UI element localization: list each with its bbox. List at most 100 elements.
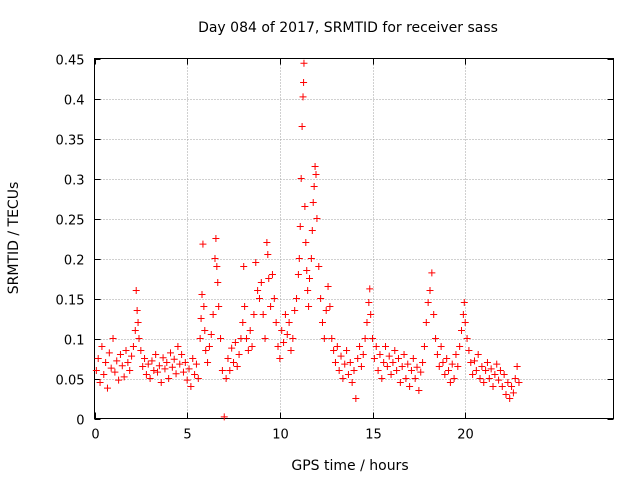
data-point	[185, 365, 193, 373]
data-point	[141, 355, 149, 362]
data-point	[432, 335, 440, 342]
data-point	[122, 347, 130, 354]
data-point	[94, 355, 102, 362]
data-point	[463, 335, 471, 342]
data-point	[248, 343, 256, 350]
data-point	[268, 271, 276, 278]
data-point	[181, 359, 189, 366]
data-point	[226, 367, 234, 374]
data-point	[370, 355, 378, 362]
data-point	[212, 235, 220, 242]
data-point	[326, 303, 334, 310]
data-point	[352, 395, 360, 402]
data-point	[498, 383, 506, 390]
data-point	[417, 368, 425, 376]
data-point	[287, 347, 295, 354]
data-point	[281, 311, 289, 318]
data-point	[154, 368, 162, 376]
data-point	[476, 375, 484, 382]
data-point	[155, 362, 163, 370]
x-tick-label: 0	[91, 428, 99, 443]
data-point	[502, 391, 510, 398]
data-point	[367, 311, 375, 318]
data-point	[109, 335, 117, 342]
data-point	[98, 343, 106, 350]
data-point	[189, 355, 197, 362]
data-point	[144, 360, 152, 368]
data-point	[92, 367, 100, 374]
data-point	[330, 347, 338, 354]
x-tick-label: 20	[457, 428, 474, 443]
data-point	[470, 357, 478, 365]
data-point	[244, 347, 252, 354]
data-point	[387, 371, 395, 378]
data-point	[354, 355, 362, 362]
y-tick-label: 0.05	[56, 374, 85, 389]
data-point	[191, 371, 199, 378]
data-point	[356, 343, 364, 350]
data-point	[407, 367, 415, 374]
data-point	[306, 275, 314, 282]
data-point	[289, 335, 297, 342]
data-point	[402, 375, 410, 382]
data-point	[161, 365, 169, 373]
data-point	[194, 375, 202, 382]
data-point	[301, 203, 309, 210]
data-point	[420, 343, 428, 350]
data-point	[165, 375, 173, 382]
data-point	[197, 315, 205, 322]
data-point	[320, 335, 328, 342]
data-point	[259, 311, 267, 318]
data-point	[508, 383, 516, 390]
data-point	[267, 303, 275, 310]
data-point	[500, 371, 508, 378]
data-point	[200, 303, 208, 310]
data-point	[406, 383, 414, 390]
data-point	[111, 368, 119, 376]
y-tick-label: 0	[76, 414, 84, 429]
data-point	[148, 357, 156, 365]
data-point	[272, 319, 280, 326]
data-point	[482, 367, 490, 374]
data-point	[430, 311, 438, 318]
data-point	[168, 363, 176, 371]
data-point	[174, 343, 182, 350]
data-point	[276, 355, 284, 362]
data-point	[394, 355, 402, 362]
data-point	[380, 359, 388, 366]
data-point	[132, 287, 140, 294]
data-point	[118, 362, 126, 370]
grid-lines	[94, 58, 614, 419]
data-point	[252, 259, 260, 266]
data-point	[230, 359, 238, 366]
data-point	[202, 347, 210, 354]
data-point	[283, 331, 291, 338]
data-point	[246, 327, 254, 334]
data-points	[92, 59, 523, 421]
data-point	[205, 343, 213, 350]
data-point	[489, 383, 497, 390]
data-point	[487, 365, 495, 373]
data-point	[383, 363, 391, 370]
data-point	[305, 303, 313, 310]
data-point	[343, 347, 351, 354]
data-point	[465, 347, 473, 354]
data-point	[105, 349, 113, 357]
data-point	[424, 299, 432, 306]
data-point	[350, 367, 358, 374]
data-point	[443, 355, 451, 362]
data-point	[115, 376, 123, 384]
data-point	[404, 360, 412, 368]
data-point	[100, 371, 108, 378]
data-point	[450, 375, 458, 382]
data-point	[461, 319, 469, 326]
data-point	[365, 299, 373, 306]
data-point	[233, 363, 241, 370]
data-point	[422, 319, 430, 326]
data-point	[135, 335, 143, 342]
data-point	[363, 319, 371, 326]
data-point	[198, 291, 206, 298]
data-point	[257, 279, 265, 286]
data-point	[297, 175, 305, 182]
